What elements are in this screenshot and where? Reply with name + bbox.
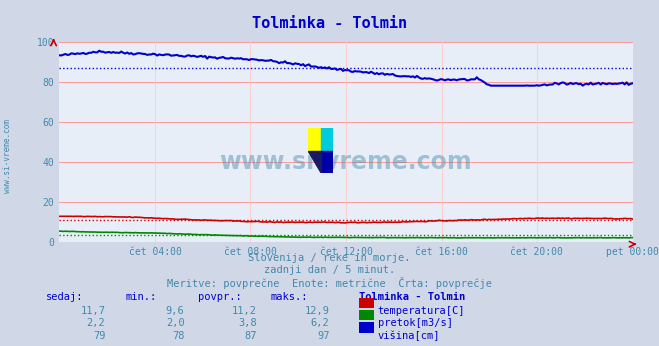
Bar (308, 128, 321, 151)
Polygon shape (308, 151, 321, 173)
Text: 87: 87 (244, 331, 257, 341)
Text: višina[cm]: višina[cm] (378, 331, 440, 341)
Text: maks.:: maks.: (270, 292, 308, 302)
Text: sedaj:: sedaj: (46, 292, 84, 302)
Text: 78: 78 (172, 331, 185, 341)
Text: Slovenija / reke in morje.: Slovenija / reke in morje. (248, 253, 411, 263)
Text: min.:: min.: (125, 292, 156, 302)
Text: pretok[m3/s]: pretok[m3/s] (378, 318, 453, 328)
Text: temperatura[C]: temperatura[C] (378, 306, 465, 316)
Text: www.si-vreme.com: www.si-vreme.com (3, 119, 13, 193)
Bar (321, 128, 333, 151)
Text: 3,8: 3,8 (239, 318, 257, 328)
Text: 2,2: 2,2 (87, 318, 105, 328)
Text: Tolminka - Tolmin: Tolminka - Tolmin (252, 16, 407, 30)
Text: Tolminka - Tolmin: Tolminka - Tolmin (359, 292, 465, 302)
Text: 97: 97 (317, 331, 330, 341)
Text: 11,2: 11,2 (232, 306, 257, 316)
Text: Meritve: povprečne  Enote: metrične  Črta: povprečje: Meritve: povprečne Enote: metrične Črta:… (167, 277, 492, 289)
Text: 12,9: 12,9 (304, 306, 330, 316)
Text: 6,2: 6,2 (311, 318, 330, 328)
Text: 2,0: 2,0 (166, 318, 185, 328)
Text: www.si-vreme.com: www.si-vreme.com (219, 150, 473, 174)
Text: 9,6: 9,6 (166, 306, 185, 316)
Text: zadnji dan / 5 minut.: zadnji dan / 5 minut. (264, 265, 395, 275)
Text: 79: 79 (93, 331, 105, 341)
Text: 11,7: 11,7 (80, 306, 105, 316)
Text: povpr.:: povpr.: (198, 292, 241, 302)
Bar (321, 151, 333, 173)
